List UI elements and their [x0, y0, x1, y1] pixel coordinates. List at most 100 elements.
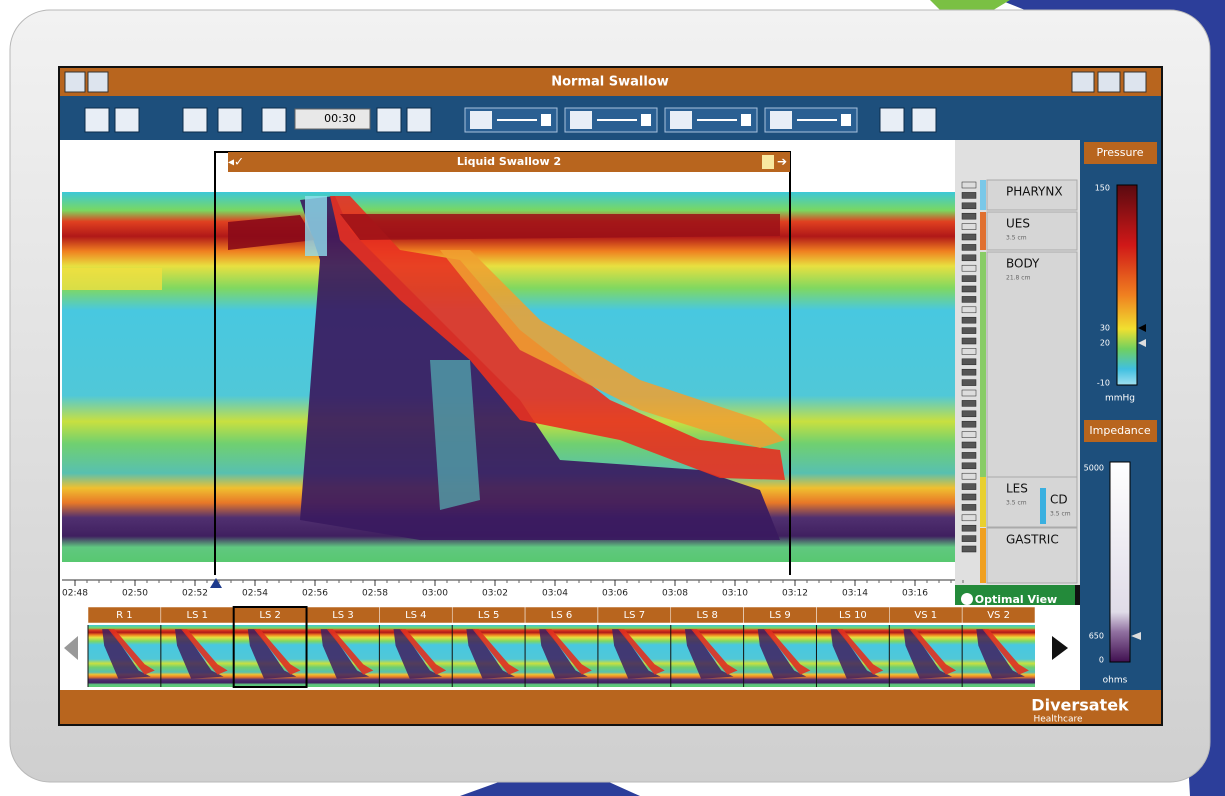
- home-button[interactable]: [64, 71, 86, 93]
- pressure-label: 150: [1095, 184, 1110, 193]
- window-nav-right[interactable]: ➔: [777, 155, 787, 169]
- strip-prev[interactable]: [64, 636, 78, 660]
- swallow-window-title: Liquid Swallow 2: [457, 155, 561, 168]
- sensor: [961, 368, 977, 376]
- display-checkbox[interactable]: [841, 114, 851, 126]
- toolbar-button[interactable]: [182, 107, 208, 133]
- pressure-topography: [62, 192, 955, 562]
- toolbar-button[interactable]: [84, 107, 110, 133]
- swallow-thumbnail[interactable]: [88, 625, 161, 687]
- system-button[interactable]: [1071, 71, 1095, 93]
- peristaltic-wave: [440, 250, 785, 448]
- sensor: [961, 212, 977, 220]
- display-icon: [770, 111, 792, 129]
- window-nav-left[interactable]: ◂✓: [228, 155, 244, 169]
- heatmap-patch: [430, 360, 480, 510]
- sensor: [961, 472, 977, 480]
- region-strip: [980, 252, 986, 477]
- swallow-tab[interactable]: [961, 606, 1036, 624]
- time-label: 03:04: [542, 589, 568, 599]
- swallow-thumbnail[interactable]: [670, 625, 744, 687]
- toolbar-button[interactable]: [261, 107, 287, 133]
- sensor: [961, 181, 977, 189]
- sensor: [961, 285, 977, 293]
- swallow-label: LS 2: [259, 610, 280, 621]
- display-icon: [570, 111, 592, 129]
- display-checkbox[interactable]: [641, 114, 651, 126]
- sensor: [961, 400, 977, 407]
- strip-next[interactable]: [1052, 636, 1068, 660]
- sensor: [961, 535, 977, 542]
- sensor: [961, 233, 977, 241]
- region-strip: [980, 180, 986, 210]
- display-checkbox[interactable]: [741, 114, 751, 126]
- sensor: [961, 514, 977, 522]
- swallow-thumbnail[interactable]: [743, 625, 817, 687]
- sensor: [961, 524, 977, 532]
- toolbar-button[interactable]: [879, 107, 905, 133]
- impedance-label: 5000: [1084, 464, 1104, 473]
- swallow-label: LS 9: [769, 610, 790, 621]
- pressure-unit: mmHg: [1105, 394, 1135, 404]
- time-label: 03:08: [662, 589, 688, 599]
- swallow-thumbnail[interactable]: [233, 625, 307, 687]
- time-label: 02:58: [362, 589, 388, 599]
- swallow-thumbnail[interactable]: [962, 625, 1036, 687]
- swallow-label: LS 4: [405, 610, 426, 621]
- swallow-label: LS 7: [624, 610, 645, 621]
- peristaltic-wave: [330, 196, 785, 480]
- time-label: 03:00: [422, 589, 448, 599]
- toolbar-button[interactable]: [217, 107, 243, 133]
- swallow-thumbnail[interactable]: [889, 625, 963, 687]
- toolbar-button[interactable]: [376, 107, 402, 133]
- system-button[interactable]: [1123, 71, 1147, 93]
- swallow-thumbnail[interactable]: [160, 625, 234, 687]
- time-label: 03:16: [902, 589, 928, 599]
- pressure-title: Pressure: [1097, 146, 1144, 159]
- time-label: 02:52: [182, 589, 208, 599]
- region-box[interactable]: [986, 251, 1078, 478]
- pressure-label: -10: [1097, 379, 1110, 388]
- pressure-threshold-marker[interactable]: [1138, 324, 1146, 332]
- swallow-thumbnail[interactable]: [525, 625, 598, 687]
- pressure-threshold-marker[interactable]: [1138, 339, 1146, 347]
- sensor: [961, 358, 977, 366]
- ues-high-pressure: [340, 214, 780, 240]
- region-length: 21.8 cm: [1006, 275, 1031, 282]
- impedance-label: 0: [1099, 656, 1104, 665]
- impedance-title: Impedance: [1089, 424, 1150, 437]
- swallow-label: R 1: [116, 610, 133, 621]
- swallow-label: LS 8: [696, 610, 717, 621]
- display-checkbox[interactable]: [541, 114, 551, 126]
- swallow-thumbnail[interactable]: [306, 625, 380, 687]
- swallow-thumbnail[interactable]: [816, 625, 890, 687]
- toolbar-button[interactable]: [406, 107, 432, 133]
- swallow-label: LS 3: [332, 610, 353, 621]
- sensor: [961, 306, 977, 314]
- sensor: [961, 275, 977, 282]
- region-box[interactable]: [986, 527, 1078, 584]
- time-window-select[interactable]: [294, 108, 371, 130]
- sensor: [961, 296, 977, 303]
- swallow-thumbnail[interactable]: [597, 625, 671, 687]
- time-label: 03:14: [842, 589, 868, 599]
- optimal-view-label: Optimal View: [975, 593, 1057, 606]
- sensor: [961, 337, 977, 345]
- swallow-thumbnail[interactable]: [452, 625, 526, 687]
- swallow-thumbnail[interactable]: [379, 625, 453, 687]
- sensor: [961, 348, 977, 355]
- impedance-threshold-marker[interactable]: [1131, 632, 1141, 640]
- region-box[interactable]: [986, 476, 1078, 528]
- region-box[interactable]: [986, 179, 1078, 211]
- sensor: [961, 431, 977, 438]
- impedance-colorbar: [1109, 461, 1131, 663]
- system-button[interactable]: [1097, 71, 1121, 93]
- toolbar-button[interactable]: [911, 107, 937, 133]
- patient-button[interactable]: [87, 71, 109, 93]
- pressure-colorbar: [1116, 184, 1138, 386]
- time-label: 02:50: [122, 589, 148, 599]
- toolbar-button[interactable]: [114, 107, 140, 133]
- time-cursor[interactable]: [210, 578, 222, 588]
- time-label: 03:12: [782, 589, 808, 599]
- region-box[interactable]: [986, 211, 1078, 251]
